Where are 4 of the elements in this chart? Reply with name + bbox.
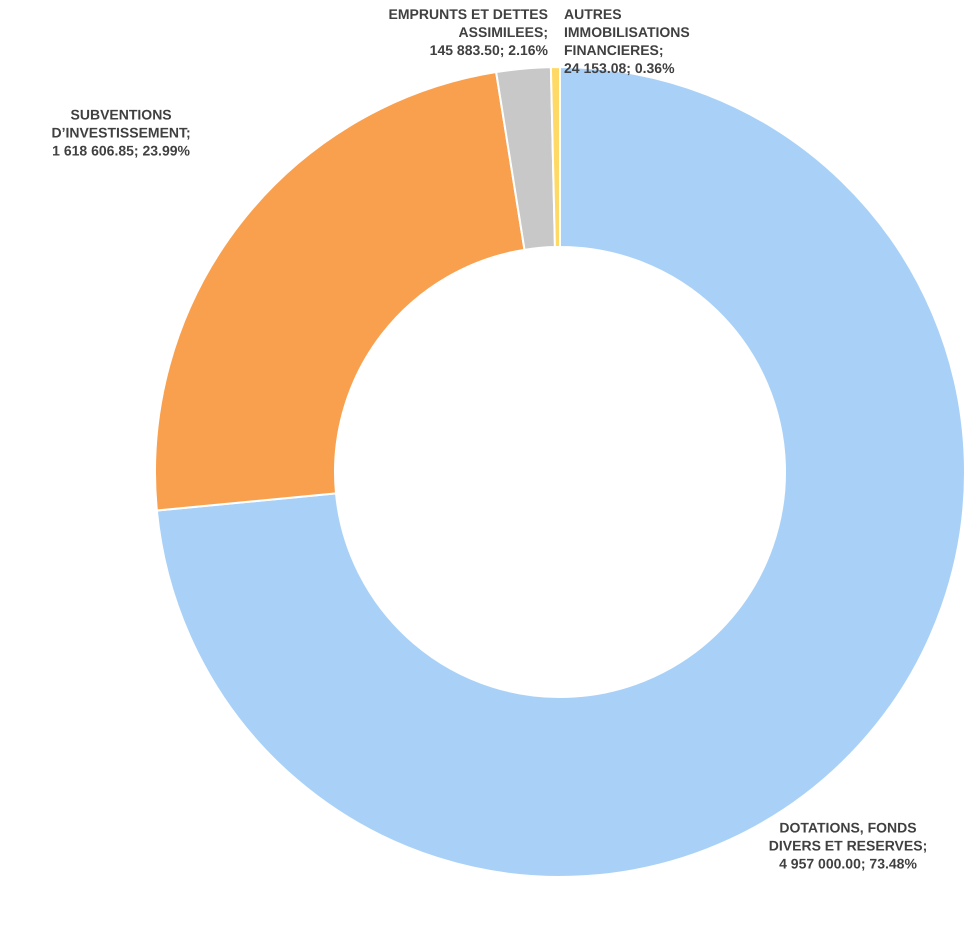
slice-label: EMPRUNTS ET DETTES ASSIMILEES; 145 883.50; 2.16% <box>388 6 549 58</box>
slice-label: SUBVENTIONS D’INVESTISSEMENT; 1 618 606.85; 23.99% <box>51 106 191 158</box>
slice-label: DOTATIONS, FONDS DIVERS ET RESERVES; 4 957 000.00; 73.48% <box>768 819 928 872</box>
slice-label: AUTRES IMMOBILISATIONS FINANCIERES; 24 153.08; 0.36% <box>564 6 690 76</box>
